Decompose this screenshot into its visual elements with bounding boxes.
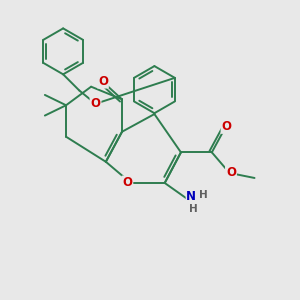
Text: H: H [189, 205, 198, 214]
Text: O: O [122, 176, 132, 190]
Text: N: N [186, 190, 196, 203]
Text: O: O [226, 167, 236, 179]
Text: O: O [98, 75, 108, 88]
Text: O: O [91, 97, 100, 110]
Text: H: H [199, 190, 208, 200]
Text: O: O [222, 120, 232, 133]
